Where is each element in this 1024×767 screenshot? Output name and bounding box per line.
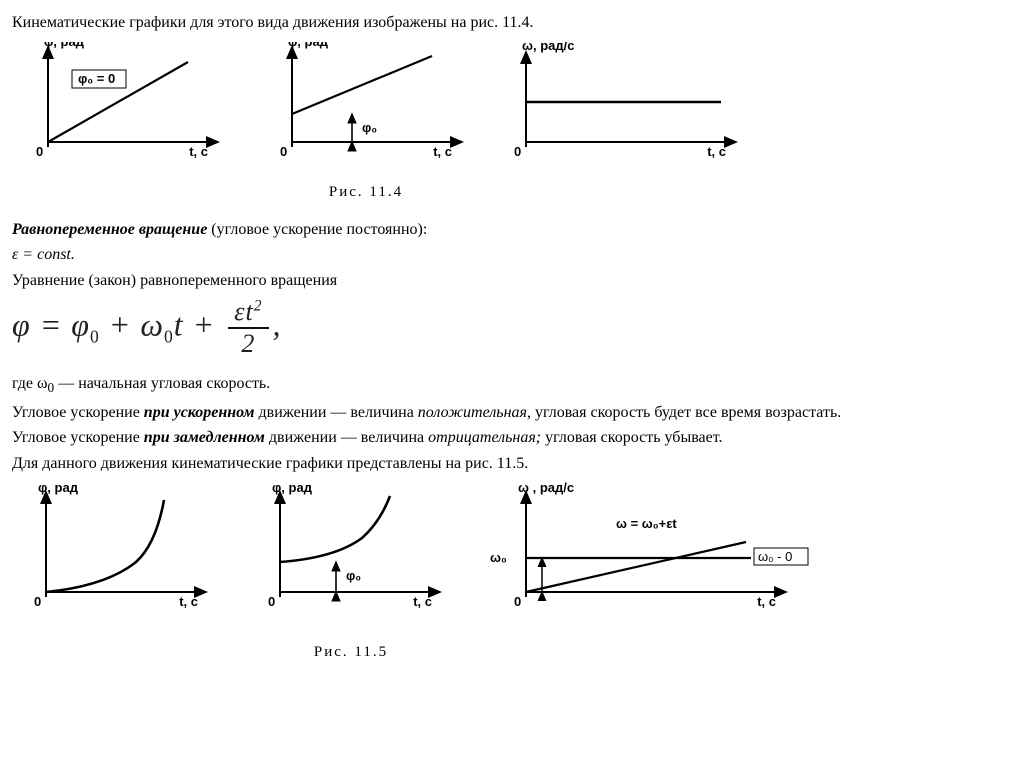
origin: 0 xyxy=(514,144,521,159)
section-heading-line: Равнопеременное вращение (угловое ускоре… xyxy=(12,219,1012,241)
annotation: φ₀ xyxy=(362,120,377,135)
fig114-panel-2: φ₀ φ, рад t, с 0 Рис. 11.4 xyxy=(256,42,476,201)
ylabel: ω, рад/с xyxy=(522,42,574,53)
t4: положительная xyxy=(418,404,527,421)
fig115-panel-1: φ, рад t, с 0 xyxy=(12,482,222,622)
ylabel: φ, рад xyxy=(38,482,79,495)
ylabel: φ, рад xyxy=(272,482,313,495)
origin: 0 xyxy=(36,144,43,159)
origin: 0 xyxy=(268,594,275,609)
accel-positive-line: Угловое ускорение при ускоренном движени… xyxy=(12,402,1012,424)
t2: при ускоренном xyxy=(144,404,255,421)
t1: Угловое ускорение xyxy=(12,404,144,421)
ylabel: ω , рад/с xyxy=(518,482,574,495)
figure-11-5: φ, рад t, с 0 φ₀ φ, рад t, с 0 xyxy=(12,482,1012,661)
ylabel: φ, рад xyxy=(288,42,329,49)
origin: 0 xyxy=(280,144,287,159)
n1: Угловое ускорение xyxy=(12,429,144,446)
eps-const: ε = const. xyxy=(12,244,1012,266)
n5: угловая скорость убывает. xyxy=(541,429,722,446)
fig114-caption: Рис. 11.4 xyxy=(256,184,476,201)
fig115-panel-2: φ₀ φ, рад t, с 0 Рис. 11.5 xyxy=(246,482,456,661)
n2: при замедленном xyxy=(144,429,265,446)
xlabel: t, с xyxy=(707,144,726,159)
figure-11-4: φ, рад t, с 0 φ₀ = 0 φ₀ φ, рад xyxy=(12,42,1012,201)
fig114-panel-3: ω, рад/с t, с 0 xyxy=(500,42,750,162)
fig115-caption: Рис. 11.5 xyxy=(246,644,456,661)
accel-negative-line: Угловое ускорение при замедленном движен… xyxy=(12,427,1012,449)
omega0-label: ω₀ xyxy=(490,550,507,565)
eq-label: ω = ω₀+εt xyxy=(616,516,677,531)
omega-note-post: — начальная угловая скорость. xyxy=(54,375,270,392)
omega0-note: где ω0 — начальная угловая скорость. xyxy=(12,373,1012,397)
eq-intro: Уравнение (закон) равнопеременного враще… xyxy=(12,270,1012,292)
n3: движении — величина xyxy=(265,429,428,446)
section-heading-rest: (угловое ускорение постоянно): xyxy=(207,221,427,238)
xlabel: t, с xyxy=(757,594,776,609)
fig115-ref: Для данного движения кинематические граф… xyxy=(12,453,1012,475)
intro-text: Кинематические графики для этого вида дв… xyxy=(12,12,1012,34)
xlabel: t, с xyxy=(179,594,198,609)
t5: , угловая скорость будет все время возра… xyxy=(527,404,841,421)
xlabel: t, с xyxy=(433,144,452,159)
ylabel: φ, рад xyxy=(44,42,85,49)
equation-display: φ = φ0 + ω0t + εt22, xyxy=(12,297,1012,359)
origin: 0 xyxy=(34,594,41,609)
fig114-panel-1: φ, рад t, с 0 φ₀ = 0 xyxy=(12,42,232,162)
fig115-panel-3: ω₀ ω₀ - 0 ω = ω₀+εt ω , рад/с t, с 0 xyxy=(480,482,820,622)
xlabel: t, с xyxy=(189,144,208,159)
annotation: φ₀ xyxy=(346,568,361,583)
annotation: φ₀ = 0 xyxy=(78,71,115,86)
xlabel: t, с xyxy=(413,594,432,609)
omega-note-pre: где ω xyxy=(12,375,48,392)
origin: 0 xyxy=(514,594,521,609)
zero-label: ω₀ - 0 xyxy=(758,549,792,564)
t3: движении — величина xyxy=(255,404,418,421)
n4: отрицательная; xyxy=(428,429,541,446)
section-heading: Равнопеременное вращение xyxy=(12,221,207,238)
